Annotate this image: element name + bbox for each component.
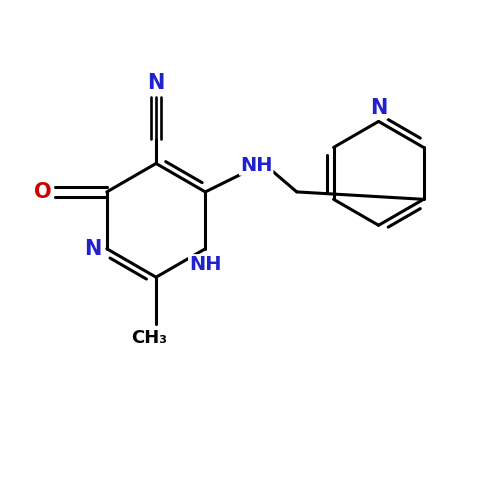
Text: N: N — [148, 73, 164, 93]
Text: CH₃: CH₃ — [130, 329, 166, 347]
Text: N: N — [84, 239, 102, 259]
Text: NH: NH — [189, 255, 222, 274]
Text: O: O — [34, 182, 52, 202]
Text: N: N — [370, 98, 387, 117]
Text: NH: NH — [240, 156, 272, 174]
